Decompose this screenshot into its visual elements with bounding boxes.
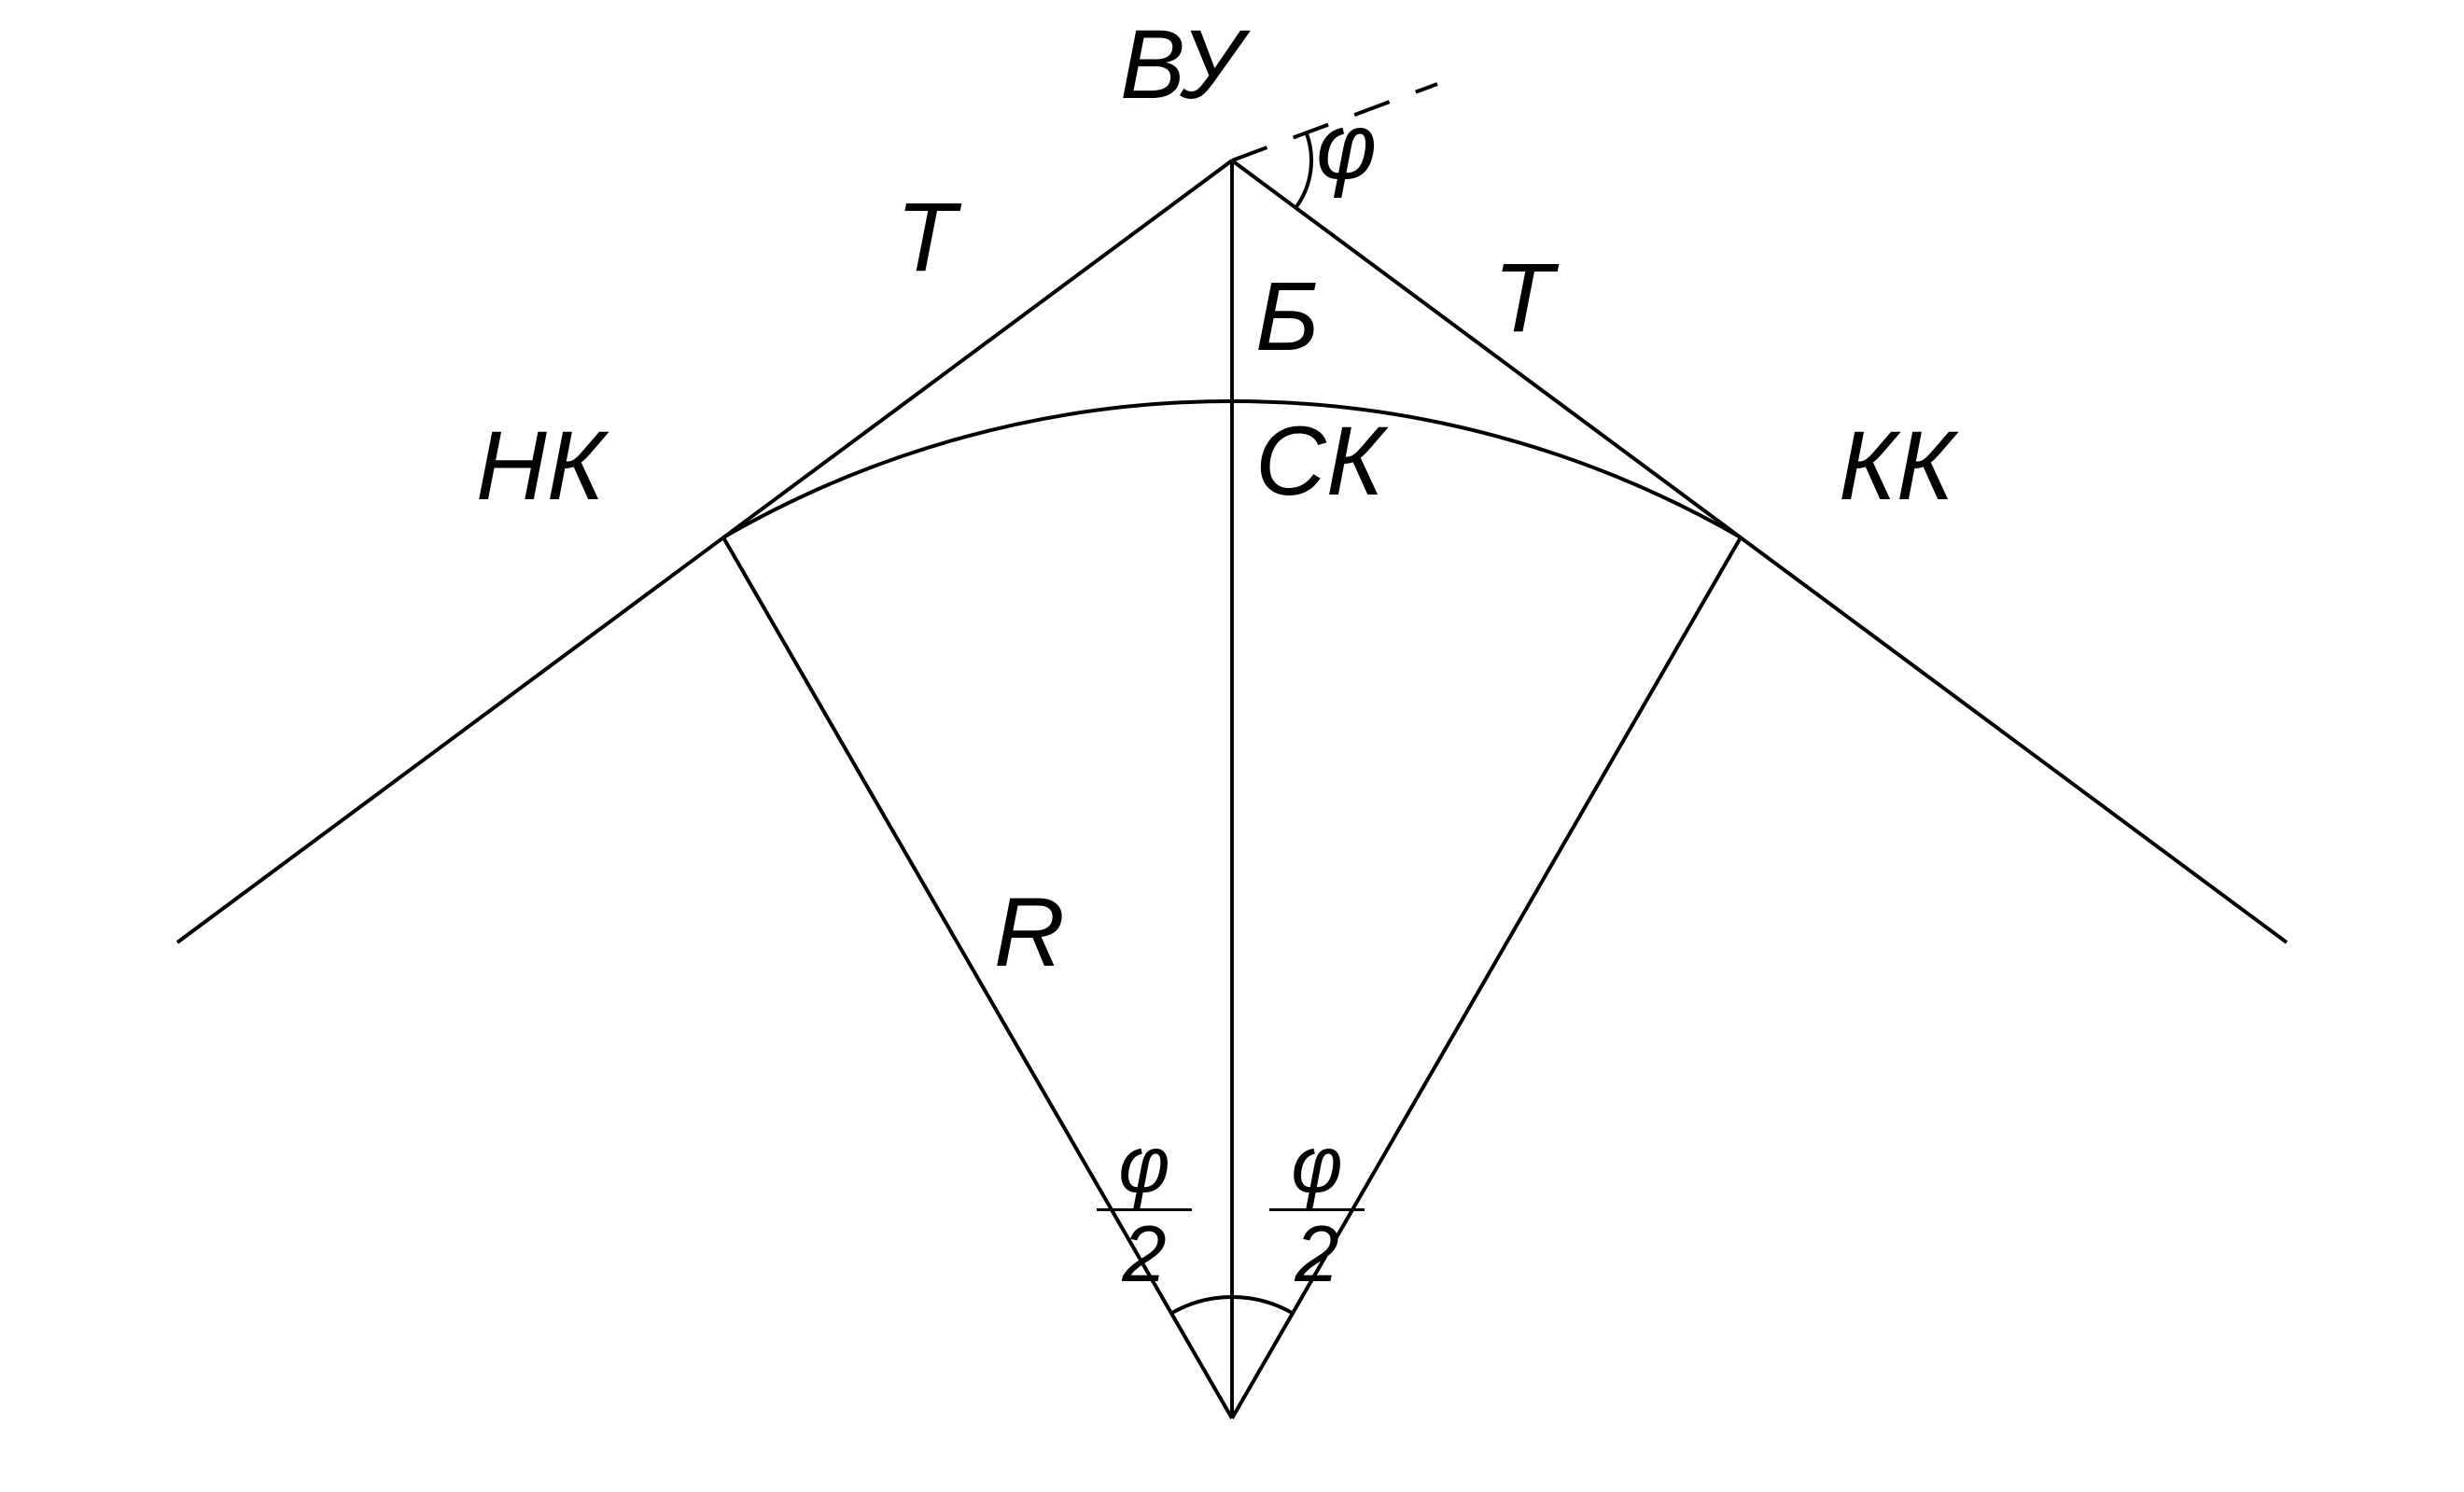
label-kk: КК: [1839, 411, 1954, 523]
label-vy: ВУ: [1120, 9, 1242, 121]
label-phi-half-right: φ 2: [1269, 1120, 1365, 1294]
label-nk: НК: [476, 411, 605, 523]
label-ck: СК: [1255, 406, 1384, 518]
curve-diagram: [0, 0, 2464, 1492]
label-r: R: [994, 877, 1065, 989]
label-t-left: Т: [896, 182, 956, 294]
label-phi-half-left: φ 2: [1097, 1120, 1192, 1294]
label-phi: φ: [1316, 93, 1377, 201]
label-t-right: Т: [1493, 243, 1553, 355]
label-b: Б: [1255, 261, 1319, 373]
